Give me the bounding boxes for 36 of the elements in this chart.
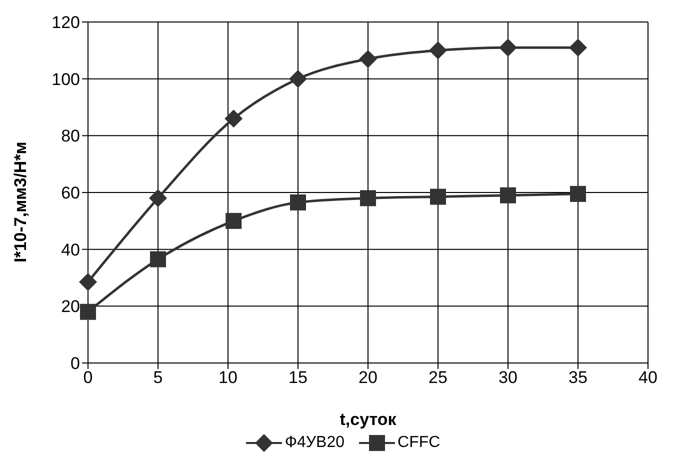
x-axis-title: t,суток bbox=[340, 410, 397, 429]
y-tick-label: 60 bbox=[61, 184, 80, 203]
point bbox=[430, 188, 446, 205]
point bbox=[224, 110, 243, 128]
point bbox=[150, 251, 166, 268]
y-tick-label: 80 bbox=[61, 126, 80, 146]
x-tick-label: 0 bbox=[83, 368, 93, 388]
point bbox=[570, 186, 586, 202]
x-tick-label: 5 bbox=[153, 368, 163, 388]
x-tick-label: 20 bbox=[358, 368, 378, 388]
x-tick-label: 40 bbox=[638, 368, 658, 388]
point bbox=[290, 194, 306, 210]
y-tick-label: 100 bbox=[52, 70, 80, 89]
point bbox=[360, 190, 376, 206]
x-tick-label: 25 bbox=[428, 368, 448, 388]
point bbox=[289, 70, 307, 88]
point bbox=[500, 187, 516, 204]
point bbox=[149, 189, 167, 208]
legend-label: CFFC bbox=[396, 433, 440, 453]
point bbox=[80, 304, 96, 320]
x-tick-label: 10 bbox=[218, 368, 238, 388]
legend-label: Ф4УВ20 bbox=[284, 433, 345, 453]
y-tick-label: 120 bbox=[52, 13, 80, 32]
point bbox=[429, 41, 447, 60]
x-tick-label: 30 bbox=[498, 368, 518, 388]
point bbox=[359, 50, 377, 68]
point bbox=[499, 38, 517, 57]
x-tick-label: 35 bbox=[568, 368, 588, 388]
y-tick-label: 40 bbox=[61, 240, 80, 260]
point bbox=[569, 38, 587, 57]
y-tick-label: 0 bbox=[70, 354, 80, 374]
y-tick-label: 20 bbox=[61, 297, 80, 316]
y-axis-title: I*10-7,мм3/Н*м bbox=[11, 142, 30, 262]
point bbox=[226, 212, 242, 229]
x-tick-label: 15 bbox=[288, 368, 308, 388]
point bbox=[79, 273, 97, 292]
